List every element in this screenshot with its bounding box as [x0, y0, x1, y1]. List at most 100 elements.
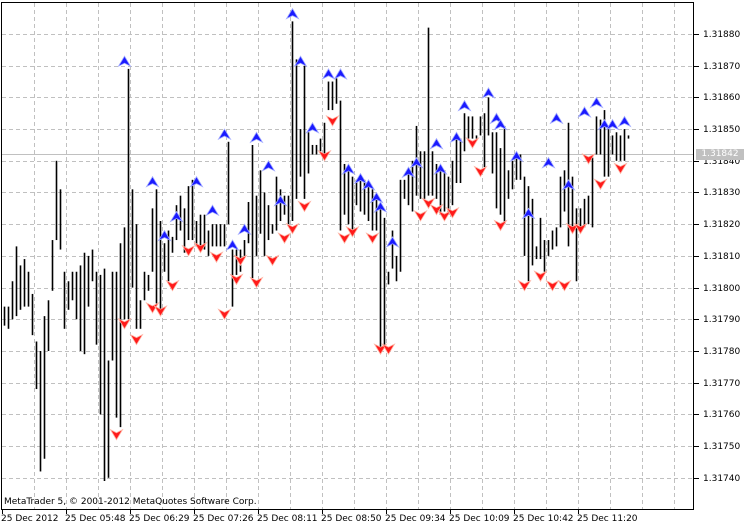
- up-fractal-arrow-icon: [521, 207, 536, 220]
- y-tick-label: 1.31750: [703, 441, 741, 452]
- up-fractal-arrow-icon: [189, 175, 204, 188]
- up-fractal-arrow-icon: [217, 128, 232, 141]
- y-tick-label: 1.31800: [703, 283, 741, 294]
- down-fractal-arrow-icon: [277, 232, 292, 244]
- down-fractal-arrow-icon: [129, 333, 144, 346]
- down-fractal-arrow-icon: [217, 308, 232, 321]
- down-fractal-arrow-icon: [153, 305, 168, 317]
- down-fractal-arrow-icon: [437, 210, 452, 222]
- down-fractal-arrow-icon: [533, 270, 548, 283]
- x-tick-label: 25 Dec 05:48: [65, 514, 126, 524]
- bars: [3, 21, 630, 481]
- up-fractal-arrow-icon: [169, 210, 184, 223]
- y-tick-label: 1.31860: [703, 92, 741, 103]
- up-fractal-arrow-icon: [117, 55, 132, 68]
- down-fractal-arrow-icon: [581, 152, 596, 165]
- current-price-label: 1.31842: [696, 148, 744, 160]
- down-fractal-arrow-icon: [593, 178, 608, 191]
- up-fractal-arrow-icon: [549, 112, 564, 125]
- x-tick-label: 25 Dec 06:29: [129, 514, 190, 524]
- up-fractal-arrow-icon: [577, 106, 592, 118]
- up-fractal-arrow-icon: [369, 191, 384, 204]
- up-fractal-arrow-icon: [321, 68, 336, 80]
- down-fractal-arrow-icon: [381, 343, 396, 355]
- up-fractal-arrow-icon: [605, 118, 620, 131]
- up-fractal-arrow-icon: [145, 175, 160, 188]
- x-tick-label: 25 Dec 11:20: [577, 514, 638, 524]
- down-fractal-arrow-icon: [421, 197, 436, 210]
- y-axis-ticks: [694, 34, 699, 479]
- down-fractal-arrow-icon: [109, 428, 124, 441]
- up-fractal-arrow-icon: [333, 68, 348, 80]
- x-tick-label: 25 Dec 10:42: [513, 514, 574, 524]
- up-fractal-arrow-icon: [481, 87, 496, 99]
- up-fractal-arrow-icon: [617, 115, 632, 128]
- down-fractal-arrow-icon: [517, 279, 532, 292]
- down-fractal-arrow-icon: [193, 241, 208, 254]
- down-fractal-arrow-icon: [573, 222, 588, 235]
- down-fractal-arrow-icon: [413, 210, 428, 222]
- y-tick-label: 1.31850: [703, 124, 741, 135]
- down-fractal-arrow-icon: [117, 317, 132, 330]
- chart-frame: [1, 2, 694, 510]
- x-axis-ticks: [2, 509, 579, 514]
- y-tick-label: 1.31740: [703, 473, 741, 484]
- down-fractal-arrow-icon: [325, 114, 340, 127]
- up-fractal-arrow-icon: [249, 131, 264, 144]
- y-tick-label: 1.31770: [703, 378, 741, 389]
- down-fractal-arrow-icon: [165, 279, 180, 292]
- down-fractal-arrow-icon: [209, 251, 224, 264]
- y-tick-label: 1.31870: [703, 61, 741, 72]
- up-fractal-arrow-icon: [261, 160, 276, 172]
- up-fractal-arrow-icon: [589, 96, 604, 109]
- up-fractal-arrow-icon: [293, 55, 308, 68]
- x-tick-label: 25 Dec 07:26: [193, 514, 254, 524]
- down-fractal-arrow-icon: [365, 232, 380, 244]
- down-fractal-arrow-icon: [297, 200, 312, 213]
- up-fractal-arrow-icon: [541, 156, 556, 169]
- down-fractal-arrow-icon: [429, 203, 444, 216]
- down-fractal-arrow-icon: [337, 232, 352, 244]
- down-fractal-arrow-icon: [473, 165, 488, 178]
- up-fractal-arrow-icon: [373, 201, 388, 213]
- x-tick-label: 25 Dec 08:50: [321, 514, 382, 524]
- down-fractal-arrow-icon: [317, 149, 332, 162]
- copyright-text: MetaTrader 5, © 2001-2012 MetaQuotes Sof…: [4, 497, 257, 507]
- down-fractal-arrow-icon: [285, 222, 300, 235]
- down-fractal-arrow-icon: [265, 254, 280, 267]
- y-tick-label: 1.31810: [703, 251, 741, 262]
- up-fractal-arrow-icon: [429, 137, 444, 150]
- up-fractal-arrow-icon: [449, 131, 464, 144]
- up-fractal-arrow-icon: [285, 7, 300, 20]
- x-tick-label: 25 Dec 08:11: [257, 514, 318, 524]
- down-fractal-arrow-icon: [493, 219, 508, 232]
- up-fractal-arrow-icon: [305, 121, 320, 134]
- y-tick-label: 1.31760: [703, 409, 741, 420]
- up-fractal-arrow-icon: [157, 229, 172, 242]
- x-tick-label: 25 Dec 2012: [1, 514, 59, 524]
- y-tick-label: 1.31830: [703, 187, 741, 198]
- down-fractal-arrow-icon: [557, 279, 572, 292]
- up-fractal-arrow-icon: [509, 150, 524, 163]
- y-tick-label: 1.31790: [703, 314, 741, 325]
- up-fractal-arrow-icon: [353, 172, 368, 185]
- y-tick-label: 1.31840: [703, 156, 741, 167]
- up-fractal-arrow-icon: [237, 223, 252, 236]
- up-fractal-arrow-icon: [273, 194, 288, 207]
- down-fractal-arrow-icon: [545, 279, 560, 292]
- down-fractal-arrow-icon: [465, 137, 480, 149]
- up-fractal-arrow-icon: [409, 156, 424, 169]
- down-fractal-arrow-icon: [345, 225, 360, 238]
- down-fractal-arrow-icon: [229, 273, 244, 286]
- up-fractal-arrow-icon: [225, 239, 240, 252]
- up-fractal-arrow-icon: [493, 118, 508, 131]
- x-tick-label: 25 Dec 09:34: [385, 514, 446, 524]
- x-tick-label: 25 Dec 10:09: [449, 514, 510, 524]
- y-tick-label: 1.31780: [703, 346, 741, 357]
- up-fractal-arrow-icon: [401, 166, 416, 179]
- fractals: [109, 7, 632, 441]
- up-fractal-arrow-icon: [361, 179, 376, 191]
- up-fractal-arrow-icon: [433, 163, 448, 175]
